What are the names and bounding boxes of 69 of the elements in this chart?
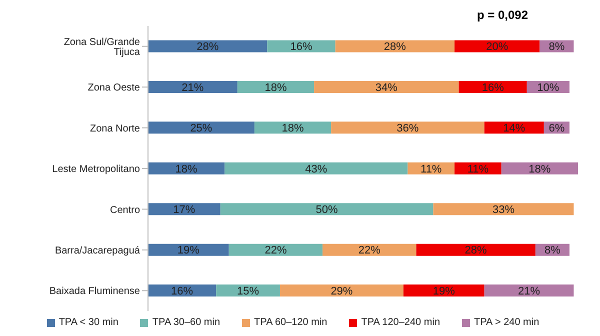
legend-label: TPA > 240 min (473, 317, 540, 328)
data-label: 21% (182, 82, 204, 94)
data-label: 19% (177, 244, 200, 257)
data-label: 14% (503, 122, 526, 135)
data-label: 20% (486, 41, 508, 54)
data-label: 22% (264, 244, 287, 257)
data-label: 18% (264, 82, 287, 94)
bar (148, 80, 238, 93)
data-label: 6% (548, 122, 565, 135)
data-label: 18% (175, 163, 198, 176)
data-label: 8% (544, 244, 561, 257)
bar (331, 122, 484, 134)
y-tick-label: Zona Norte (90, 123, 140, 134)
bar (148, 203, 220, 216)
y-tick-label: Barra/Jacarepaguá (54, 245, 140, 256)
data-label: 28% (464, 244, 488, 257)
data-label: 34% (375, 82, 398, 94)
bar (280, 284, 404, 297)
bar (454, 40, 540, 52)
y-tick-label: Centro (110, 204, 140, 216)
bar (220, 203, 434, 216)
y-tick-label: Zona Sul/Grande Tijuca (64, 36, 140, 58)
y-tick-label: Leste Metropolitano (52, 164, 140, 176)
bar (433, 203, 574, 216)
data-label: 19% (432, 285, 456, 298)
bar (501, 162, 578, 174)
legend-label: TPA 30–60 min (151, 317, 220, 328)
text: p = 0,092 (476, 8, 528, 22)
data-label: 11% (467, 163, 489, 176)
bar (267, 40, 336, 52)
data-label: 22% (358, 244, 381, 257)
bar (237, 80, 314, 93)
data-label: 50% (316, 204, 338, 216)
data-label: 16% (290, 41, 312, 54)
bar (335, 40, 455, 52)
data-label: 17% (173, 204, 196, 216)
data-label: 16% (171, 285, 194, 298)
data-label: 8% (548, 41, 565, 54)
data-label: 11% (420, 163, 442, 176)
data-label: 28% (196, 41, 219, 54)
bar (148, 40, 268, 52)
data-label: 10% (537, 82, 560, 94)
bar (484, 284, 574, 297)
data-label: 25% (190, 122, 212, 135)
bar (322, 244, 416, 256)
data-label: 21% (518, 285, 540, 298)
data-label: 33% (492, 204, 515, 216)
data-label: 16% (482, 82, 504, 94)
bar (403, 284, 484, 297)
data-label: 29% (330, 285, 353, 298)
bar (148, 162, 225, 174)
data-label: 18% (282, 122, 304, 135)
bar (254, 122, 332, 134)
bar (228, 244, 323, 256)
bar (224, 162, 408, 174)
bar (314, 80, 459, 93)
y-tick-label: Baixada Fluminense (49, 286, 140, 298)
y-tick-label: Zona Oeste (88, 82, 140, 94)
legend-label: TPA < 30 min (58, 317, 118, 328)
data-label: 28% (384, 41, 406, 54)
bar (148, 244, 229, 256)
bar (148, 122, 254, 134)
bar (416, 244, 536, 256)
data-label: 43% (305, 163, 328, 176)
data-label: 36% (396, 122, 419, 135)
data-label: 15% (237, 285, 260, 298)
data-label: 18% (528, 163, 551, 176)
legend-label: TPA 120–240 min (360, 317, 440, 328)
legend-label: TPA 60–120 min (253, 317, 328, 328)
